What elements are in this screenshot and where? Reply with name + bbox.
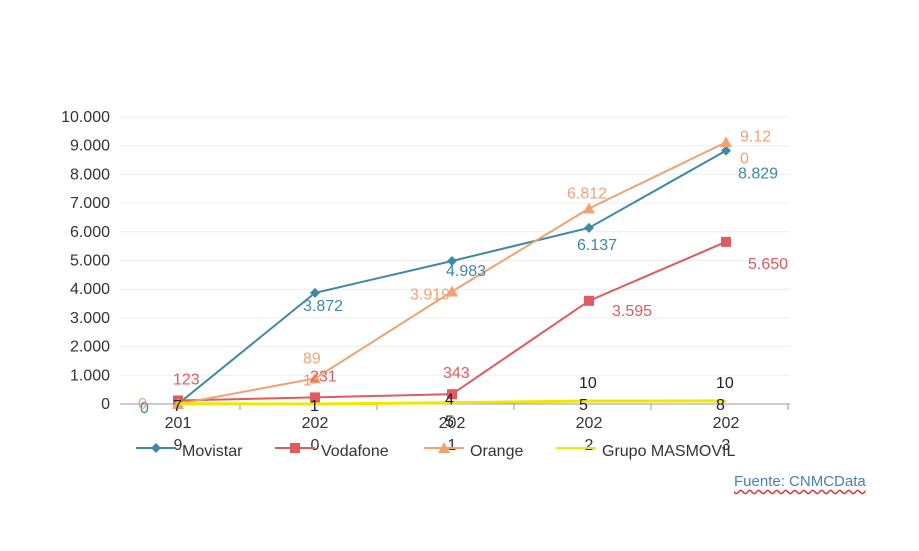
y-tick-label: 6.000 bbox=[70, 224, 110, 241]
data-label: 89 1 bbox=[303, 350, 321, 389]
legend-item-grupo-masmovil[interactable]: Grupo MASMOVIL bbox=[556, 443, 735, 460]
data-label: 231 bbox=[310, 368, 337, 385]
y-tick-label: 10.000 bbox=[61, 109, 110, 126]
data-label: 10 8 bbox=[716, 375, 734, 414]
data-label: 10 5 bbox=[579, 375, 597, 414]
data-point bbox=[720, 136, 732, 148]
legend-item-movistar[interactable]: Movistar bbox=[136, 443, 243, 460]
data-label: 9.12 0 bbox=[740, 128, 771, 167]
data-label: 6.137 bbox=[577, 237, 617, 254]
data-label: 5.650 bbox=[748, 256, 788, 273]
data-label: 0 bbox=[138, 396, 147, 413]
legend-label: Movistar bbox=[182, 443, 243, 460]
y-tick-label: 8.000 bbox=[70, 166, 110, 183]
data-label: 3.872 bbox=[303, 298, 343, 315]
y-tick-label: 9.000 bbox=[70, 138, 110, 155]
x-tick-label: 202 1 bbox=[439, 415, 466, 454]
x-tick-label: 202 2 bbox=[576, 415, 603, 454]
data-point bbox=[721, 236, 731, 247]
legend-item-vodafone[interactable]: Vodafone bbox=[275, 443, 389, 460]
series-orange bbox=[172, 136, 732, 409]
data-labels: 0 3.872 4.983 6.137 8.829 123 231 343 3.595 5.650… bbox=[138, 128, 788, 430]
data-label: 4.983 bbox=[446, 263, 486, 280]
data-point bbox=[583, 202, 595, 214]
data-point bbox=[309, 372, 321, 384]
data-point bbox=[584, 295, 594, 306]
data-label: 0 bbox=[140, 400, 149, 417]
y-tick-label: 1.000 bbox=[70, 367, 110, 384]
x-tick-label: 202 0 bbox=[302, 415, 329, 454]
legend-item-orange[interactable]: Orange bbox=[424, 442, 523, 460]
data-point bbox=[447, 389, 457, 400]
y-tick-label: 0 bbox=[101, 396, 110, 413]
data-label: 123 bbox=[173, 371, 200, 388]
y-tick-label: 4.000 bbox=[70, 281, 110, 298]
data-point bbox=[151, 443, 161, 453]
source-note[interactable]: Fuente: CNMCData bbox=[734, 473, 866, 490]
data-label: 3.595 bbox=[612, 303, 652, 320]
series-line bbox=[177, 399, 727, 406]
data-label: 6.812 bbox=[567, 185, 607, 202]
data-point bbox=[290, 443, 300, 453]
data-point bbox=[584, 222, 594, 233]
x-tick-label: 202 3 bbox=[713, 415, 740, 454]
y-tick-label: 5.000 bbox=[70, 253, 110, 270]
data-label: 1 bbox=[310, 398, 319, 415]
grid-lines bbox=[120, 116, 790, 376]
data-point bbox=[447, 255, 457, 266]
data-label: 343 bbox=[443, 365, 470, 382]
data-label: 8.829 bbox=[738, 166, 778, 183]
x-tick-label: 201 9 bbox=[165, 415, 192, 454]
data-point bbox=[721, 145, 731, 156]
legend-label: Grupo MASMOVIL bbox=[602, 443, 735, 460]
series-grupo-masmovil bbox=[177, 399, 727, 406]
legend-label: Orange bbox=[470, 443, 523, 460]
data-point bbox=[310, 392, 320, 403]
data-point bbox=[172, 398, 184, 409]
axes: 0 1.000 2.000 3.000 4.000 5.000 6.000 7.000 8.00… bbox=[61, 109, 790, 454]
data-point bbox=[438, 442, 450, 453]
legend: Movistar Vodafone Orange Grupo MASMOVIL bbox=[136, 442, 735, 460]
data-label: 7 bbox=[173, 398, 182, 415]
series-layer bbox=[172, 136, 732, 409]
data-point bbox=[446, 285, 458, 297]
data-point bbox=[310, 287, 320, 298]
y-tick-label: 7.000 bbox=[70, 195, 110, 212]
legend-label: Vodafone bbox=[321, 443, 389, 460]
data-label: 3.919 bbox=[410, 287, 450, 304]
y-tick-label: 2.000 bbox=[70, 339, 110, 356]
y-tick-label: 3.000 bbox=[70, 310, 110, 327]
